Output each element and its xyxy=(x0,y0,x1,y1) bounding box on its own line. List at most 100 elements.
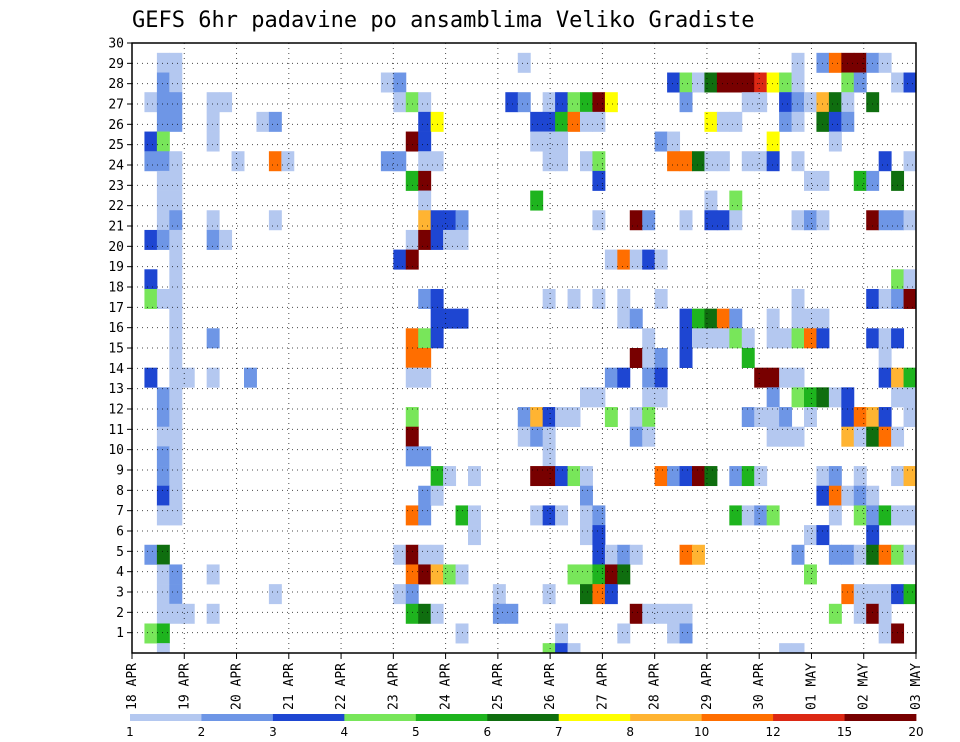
heatmap-cell xyxy=(430,229,444,250)
heatmap-cell xyxy=(580,485,593,506)
heatmap-cell xyxy=(629,426,643,447)
heatmap-cell xyxy=(156,288,170,309)
x-axis: 18 APR 19 APR 20 APR 21 APR 22 APR 23 APR 24 A… xyxy=(125,653,924,710)
heatmap-cell xyxy=(156,407,170,428)
heatmap-cell xyxy=(617,564,631,585)
colorbar-segment xyxy=(487,714,560,721)
heatmap-cell xyxy=(853,407,867,428)
heatmap-cell xyxy=(455,564,469,585)
heatmap-cell xyxy=(654,367,668,388)
heatmap-cell xyxy=(629,603,643,624)
heatmap-cell xyxy=(754,466,768,487)
heatmap-cell xyxy=(555,407,569,428)
heatmap-cell xyxy=(667,466,681,487)
heatmap-cell xyxy=(405,367,419,388)
heatmap-cell xyxy=(791,151,805,172)
heatmap-cell xyxy=(804,92,817,113)
heatmap-cell xyxy=(891,466,905,487)
y-tick-label: 29 xyxy=(108,57,124,72)
heatmap-cell xyxy=(268,111,282,132)
heatmap-cell xyxy=(268,151,282,172)
heatmap-cell xyxy=(704,190,718,211)
heatmap-cell xyxy=(430,288,444,309)
heatmap-cell xyxy=(741,505,755,526)
heatmap-cell xyxy=(766,367,780,388)
heatmap-cell xyxy=(156,584,170,605)
heatmap-cell xyxy=(156,92,170,113)
heatmap-cell xyxy=(779,92,793,113)
heatmap-cell xyxy=(169,92,183,113)
heatmap-cell xyxy=(741,151,755,172)
heatmap-cell xyxy=(741,72,755,93)
heatmap-cell xyxy=(866,584,880,605)
heatmap-cell xyxy=(443,308,457,329)
heatmap-cell xyxy=(766,505,780,526)
heatmap-cell xyxy=(517,92,531,113)
heatmap-cell xyxy=(156,426,170,447)
heatmap-cell xyxy=(617,308,631,329)
heatmap-cell xyxy=(804,308,817,329)
heatmap-cell xyxy=(878,623,892,644)
heatmap-cell xyxy=(156,466,170,487)
heatmap-cell xyxy=(156,446,170,467)
heatmap-cell xyxy=(754,367,768,388)
heatmap-cell xyxy=(144,288,158,309)
heatmap-cell xyxy=(156,210,170,231)
heatmap-cell xyxy=(169,170,183,191)
heatmap-cell xyxy=(841,485,855,506)
y-tick-label: 1 xyxy=(116,626,124,641)
heatmap-cell xyxy=(791,387,805,408)
heatmap-cell xyxy=(156,505,170,526)
colorbar-label: 4 xyxy=(341,725,349,739)
heatmap-cell xyxy=(455,229,469,250)
heatmap-cell xyxy=(779,426,793,447)
heatmap-cell xyxy=(791,111,805,132)
heatmap-cell xyxy=(866,485,880,506)
heatmap-cell xyxy=(542,288,556,309)
heatmap-cell xyxy=(828,387,842,408)
heatmap-cell xyxy=(816,210,830,231)
heatmap-cell xyxy=(418,544,432,565)
heatmap-cell xyxy=(144,92,158,113)
y-tick-label: 16 xyxy=(108,321,124,336)
heatmap-cell xyxy=(144,229,158,250)
heatmap-cell xyxy=(169,249,183,270)
heatmap-cell xyxy=(455,623,469,644)
heatmap-cell xyxy=(828,505,842,526)
heatmap-cell xyxy=(754,92,768,113)
heatmap-cell xyxy=(741,466,755,487)
heatmap-cell xyxy=(580,387,593,408)
heatmap-cell xyxy=(169,367,183,388)
x-tick-label: 19 APR xyxy=(177,663,192,710)
heatmap-cell xyxy=(206,210,220,231)
heatmap-cell xyxy=(542,426,556,447)
heatmap-cell xyxy=(405,92,419,113)
heatmap-cell xyxy=(169,505,183,526)
heatmap-cell xyxy=(878,328,892,349)
heatmap-cell xyxy=(667,131,681,152)
y-tick-label: 8 xyxy=(116,484,124,499)
heatmap-cell xyxy=(704,72,718,93)
heatmap-cell xyxy=(853,72,867,93)
heatmap-cell xyxy=(405,446,419,467)
heatmap-cell xyxy=(169,229,183,250)
heatmap-cell xyxy=(592,387,606,408)
heatmap-cell xyxy=(729,328,743,349)
heatmap-cell xyxy=(654,249,668,270)
x-tick-label: 20 APR xyxy=(230,663,245,710)
heatmap-cell xyxy=(592,584,606,605)
y-tick-label: 24 xyxy=(108,159,124,174)
heatmap-cell xyxy=(380,72,394,93)
heatmap-cell xyxy=(878,603,892,624)
heatmap-cell xyxy=(841,72,855,93)
heatmap-cell xyxy=(443,564,457,585)
heatmap-cell xyxy=(430,328,444,349)
heatmap-cell xyxy=(629,348,643,368)
x-tick-label: 21 APR xyxy=(282,663,297,710)
heatmap-cell xyxy=(517,426,531,447)
heatmap-cell xyxy=(853,603,867,624)
heatmap-cell xyxy=(169,72,183,93)
heatmap-cell xyxy=(530,505,544,526)
heatmap-cell xyxy=(741,92,755,113)
heatmap-cell xyxy=(430,564,444,585)
